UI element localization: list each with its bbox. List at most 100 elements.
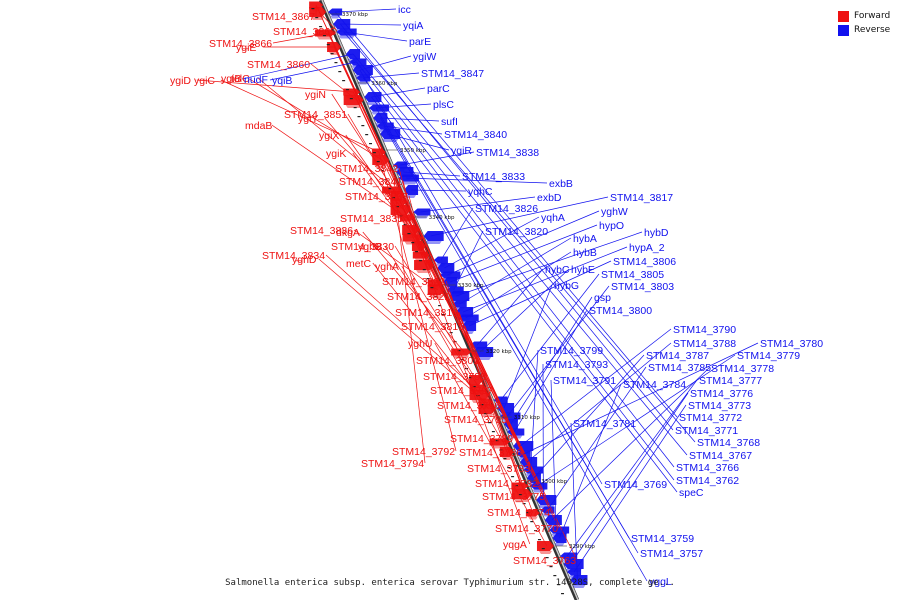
axis-dot <box>365 134 369 136</box>
axis-dot <box>484 413 488 415</box>
axis-dot <box>422 269 426 271</box>
axis-dot <box>522 503 526 505</box>
reverse-gene-label: hybG <box>554 280 579 292</box>
reverse-feature <box>423 231 444 244</box>
axis-dot <box>415 251 419 253</box>
axis-dot <box>534 530 538 532</box>
reverse-leader-line <box>530 349 539 471</box>
reverse-leader-line <box>380 117 440 122</box>
axis-dot <box>499 449 503 451</box>
reverse-gene-label: STM14_3820 <box>485 226 548 238</box>
reverse-leader-line <box>359 69 603 485</box>
reverse-gene-label: hybD <box>644 227 669 239</box>
reverse-leader-line <box>453 230 484 291</box>
forward-gene-label: STM14_3794 <box>361 458 424 470</box>
reverse-leader-line <box>411 189 467 192</box>
reverse-leader-line <box>383 125 648 582</box>
forward-gene-label: ygiK <box>326 148 346 160</box>
reverse-gene-label: STM14_3790 <box>673 324 736 336</box>
scale-tick-label: 3370 kbp <box>342 12 368 18</box>
forward-gene-label: STM14_3796 <box>437 400 500 412</box>
reverse-leader-line <box>459 237 572 305</box>
forward-feature <box>536 541 554 554</box>
axis-dot <box>353 107 357 109</box>
axis-dot <box>403 224 407 226</box>
reverse-leader-line <box>570 392 689 565</box>
reverse-gene-label: speC <box>679 487 704 499</box>
reverse-gene-label: hybA <box>573 233 597 245</box>
reverse-leader-line <box>450 224 598 283</box>
axis-dot <box>514 485 518 487</box>
reverse-leader-line <box>566 379 698 557</box>
axis-dot <box>334 62 338 64</box>
reverse-leader-line <box>387 133 450 151</box>
scale-tick-label: 3360 kbp <box>371 81 397 87</box>
forward-leader-line <box>372 262 489 410</box>
reverse-leader-line <box>241 53 354 80</box>
axis-dot <box>561 593 565 595</box>
forward-gene-label: ygiY <box>298 113 318 125</box>
forward-leader-line <box>394 189 426 464</box>
scale-tick-label: 3340 kbp <box>429 215 455 221</box>
axis-dot <box>495 440 499 442</box>
forward-leader-line <box>257 77 396 191</box>
reverse-gene-label: yqiB <box>272 75 292 87</box>
legend-reverse: Reverse <box>838 23 890 37</box>
reverse-gene-label: STM14_3767 <box>689 450 752 462</box>
axis-dot <box>392 197 396 199</box>
axis-dot <box>326 44 330 46</box>
reverse-leader-line <box>343 31 408 42</box>
axis-dot <box>488 422 492 424</box>
reverse-leader-line <box>510 296 593 425</box>
forward-gene-label: STM14_3819 <box>395 307 458 319</box>
axis-dot <box>530 521 534 523</box>
reverse-gene-label: STM14_3800 <box>589 305 652 317</box>
reverse-leader-line <box>479 268 570 353</box>
forward-gene-label: ygiE <box>236 42 256 54</box>
forward-gene-label: STM14_3830 <box>331 241 394 253</box>
reverse-leader-line <box>537 354 736 487</box>
reverse-gene-label: STM14_3768 <box>697 437 760 449</box>
forward-gene-label: STM14_3815 <box>401 321 464 333</box>
reverse-leader-line <box>547 366 647 511</box>
reverse-leader-line <box>456 231 643 297</box>
forward-gene-label: STM14_3835 <box>340 213 403 225</box>
reverse-gene-label: STM14_3838 <box>476 147 539 159</box>
forward-leader-line <box>347 113 401 203</box>
reverse-gene-label: hybB <box>573 247 597 259</box>
reverse-leader-line <box>573 404 687 573</box>
forward-feature <box>478 404 496 417</box>
axis-dot <box>461 359 465 361</box>
axis-dot <box>526 512 530 514</box>
reverse-gene-label: ygiW <box>413 51 436 63</box>
legend-forward: Forward <box>838 9 890 23</box>
axis-dot <box>315 17 319 19</box>
forward-gene-label: ygiN <box>305 89 326 101</box>
forward-gene-label: yghA <box>375 261 399 273</box>
reverse-leader-line <box>533 354 645 479</box>
forward-leader-line <box>434 342 548 547</box>
axis-dot <box>357 116 361 118</box>
reverse-leader-line <box>380 117 639 554</box>
axis-dot <box>369 143 373 145</box>
reverse-gene-label: gsp <box>594 292 611 304</box>
forward-gene-label: STM14_3763 <box>513 555 576 567</box>
reverse-gene-label: STM14_3788 <box>673 338 736 350</box>
scale-tick-label: 3320 kbp <box>486 349 512 355</box>
scale-tick-label: 3350 kbp <box>400 148 426 154</box>
axis-dot <box>361 125 365 127</box>
forward-gene-label: metC <box>346 258 372 270</box>
reverse-gene-label: STM14_3762 <box>676 475 739 487</box>
reverse-gene-label: hybE <box>571 264 595 276</box>
reverse-gene-label: STM14_3781 <box>573 418 636 430</box>
reverse-gene-label: yqiA <box>403 20 423 32</box>
reverse-gene-label: STM14_3772 <box>679 412 742 424</box>
forward-gene-label: STM14_3797 <box>430 385 493 397</box>
reverse-gene-label: STM14_3826 <box>475 203 538 215</box>
reverse-leader-line <box>550 379 557 531</box>
forward-leader-line <box>325 254 483 396</box>
scale-tick-label: 3330 kbp <box>458 283 484 289</box>
axis-dot <box>388 188 392 190</box>
reverse-gene-label: parE <box>409 36 431 48</box>
forward-gene-label: STM14_3865 <box>273 26 336 38</box>
